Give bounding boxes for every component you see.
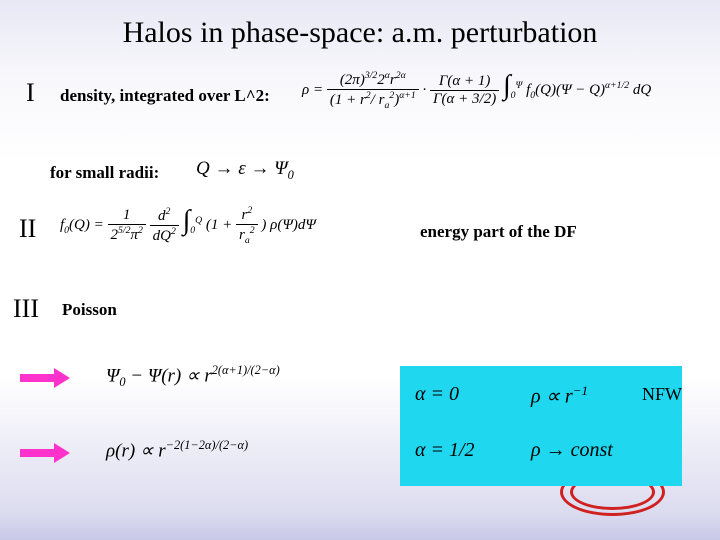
label-poisson: Poisson (62, 300, 117, 320)
eq-alpha0: α = 0 (415, 383, 459, 406)
nfw-label: NFW (642, 384, 682, 405)
cyan-results-box: α = 0 ρ ∝ r−1 α = 1/2 ρ → const (400, 366, 682, 486)
roman-ii: II (19, 214, 36, 244)
eq-small-radii: Q → ε → Ψ0 (196, 158, 294, 183)
eq-f0q: f0(Q) = 1 25/2π2 d2 dQ2 ∫0Q (1 + r2 ra2 … (60, 205, 316, 246)
pink-arrow-icon (20, 370, 70, 386)
eq-result2: ρ(r) ∝ r−2(1−2α)/(2−α) (106, 438, 248, 462)
eq-result1: Ψ0 − Ψ(r) ∝ r2(α+1)/(2−α) (106, 363, 280, 390)
slide-title: Halos in phase-space: a.m. perturbation (0, 0, 720, 50)
label-energy-df: energy part of the DF (420, 222, 577, 242)
label-density: density, integrated over L^2: (60, 86, 270, 106)
roman-iii: III (13, 294, 39, 324)
label-small-radii: for small radii: (50, 163, 159, 183)
roman-i: I (26, 78, 35, 108)
eq-rho-r1: ρ ∝ r−1 (531, 383, 588, 409)
pink-arrow-icon (20, 445, 70, 461)
eq-alpha-half: α = 1/2 (415, 439, 475, 462)
eq-rho: ρ = (2π)3/22αr2α (1 + r2/ ra2)α+1 · Γ(α … (302, 70, 651, 111)
eq-rho-const: ρ → const (531, 439, 613, 462)
